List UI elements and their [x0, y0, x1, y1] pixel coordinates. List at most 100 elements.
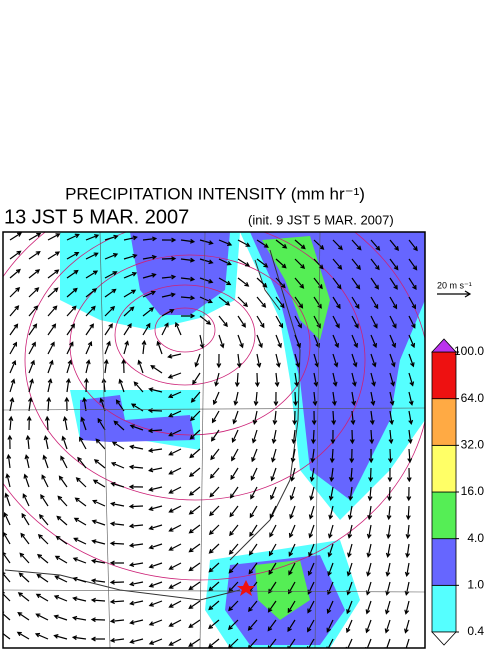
wind-arrow: [408, 391, 414, 406]
wind-arrow: [5, 473, 11, 488]
wind-arrow: [208, 562, 220, 573]
wind-arrow: [251, 429, 258, 444]
wind-arrow: [95, 438, 106, 450]
wind-arrow: [309, 486, 315, 501]
wind-arrow: [53, 634, 68, 640]
wind-arrow: [91, 539, 106, 545]
wind-arrow: [351, 391, 357, 407]
wind-arrow: [311, 429, 316, 445]
wind-arrow: [72, 576, 87, 583]
marker: [237, 580, 255, 596]
wind-arrow: [249, 524, 258, 537]
wind-arrow: [104, 234, 119, 241]
wind-arrow: [161, 309, 175, 317]
wind-arrow: [121, 358, 127, 374]
wind-arrow: [231, 448, 239, 462]
wind-arrow: [287, 619, 296, 633]
wind-arrow: [148, 543, 163, 550]
wind-arrow: [130, 403, 144, 412]
wind-arrow: [148, 619, 163, 626]
colorbar-label: 0.4: [467, 624, 484, 638]
wind-arrow: [346, 600, 353, 615]
wind-arrow: [28, 305, 39, 317]
wind-arrow: [248, 562, 258, 575]
wind-arrow: [307, 600, 315, 614]
wind-arrow: [167, 372, 182, 379]
wind-arrow: [110, 461, 125, 469]
wind-arrow: [161, 274, 177, 280]
wind-arrow: [85, 323, 94, 336]
wind-arrow: [250, 467, 258, 481]
wind-arrow: [249, 505, 258, 519]
wind-arrow: [104, 305, 116, 317]
colorbar-label: 1.0: [467, 578, 484, 592]
wind-arrow: [148, 524, 163, 531]
wind-arrow: [370, 296, 379, 310]
wind-arrow: [148, 486, 163, 492]
wind-arrow: [308, 543, 315, 558]
wind-arrow: [9, 305, 20, 317]
wind-arrow: [313, 258, 324, 270]
wind-arrow: [44, 415, 50, 431]
wind-arrow: [404, 562, 410, 578]
wind-arrow: [23, 473, 30, 488]
wind-arrow: [256, 353, 262, 368]
wind-arrow: [199, 239, 214, 245]
wind-arrow: [79, 436, 87, 450]
wind-arrow: [128, 542, 144, 548]
wind-arrow: [142, 273, 157, 279]
wind-arrow: [212, 391, 220, 406]
wind-arrow: [407, 448, 413, 464]
wind-arrow: [290, 448, 296, 463]
wind-arrow: [236, 353, 242, 369]
wind-arrow: [329, 448, 335, 464]
wind-arrow: [3, 631, 11, 640]
wind-arrow: [350, 410, 356, 426]
wind-arrow: [62, 415, 68, 431]
map-frame: [2, 231, 426, 649]
wind-arrow: [129, 619, 144, 625]
wind-arrow: [273, 391, 279, 407]
wind-arrow: [237, 315, 246, 328]
colorbar-label: 32.0: [461, 438, 485, 452]
wind-arrow: [28, 287, 40, 298]
wind-arrow: [25, 434, 31, 450]
color-bin: [431, 538, 457, 586]
wind-arrow: [137, 359, 144, 374]
wind-arrow: [190, 410, 201, 422]
colorbar-label: 16.0: [461, 484, 485, 498]
wind-arrow: [291, 429, 297, 445]
wind-arrow: [289, 505, 296, 520]
wind-arrow: [128, 484, 144, 490]
wind-arrow: [208, 619, 220, 630]
wind-arrow: [288, 543, 296, 557]
wind-arrow: [308, 524, 315, 539]
wind-arrow: [275, 334, 282, 349]
wind-arrow: [254, 372, 260, 388]
wind-arrow: [28, 341, 36, 355]
wind-arrow: [9, 359, 17, 374]
wind-arrow: [104, 340, 111, 355]
wind-arrow: [66, 305, 77, 317]
wind-arrow: [47, 251, 61, 260]
wind-arrow: [385, 562, 391, 577]
wind-arrow: [188, 581, 201, 591]
wind-arrow: [332, 353, 339, 368]
wind-arrow: [188, 543, 201, 553]
wind-arrow: [109, 599, 125, 605]
wind-arrow: [370, 334, 378, 349]
wind-arrow: [27, 396, 33, 412]
wind-arrow: [24, 454, 30, 469]
wind-arrow: [142, 290, 156, 298]
wind-arrow: [147, 428, 163, 434]
wind-arrow: [109, 541, 125, 546]
wind-arrow: [294, 372, 299, 388]
wind-arrow: [3, 611, 11, 621]
wind-arrow: [192, 372, 201, 385]
wind-arrow: [199, 277, 214, 284]
wind-arrow: [209, 486, 220, 498]
colorbar-label: 4.0: [467, 531, 484, 545]
vector-scale-label: 20 m s⁻¹: [437, 280, 472, 290]
wind-arrow: [142, 254, 158, 260]
